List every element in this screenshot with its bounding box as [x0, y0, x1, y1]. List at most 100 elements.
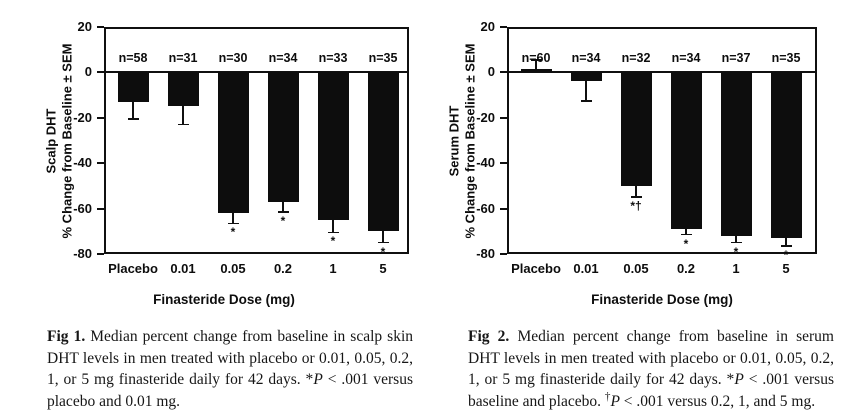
significance-marker: * [330, 234, 336, 249]
error-bar-cap [327, 231, 339, 234]
n-count-label: n=58 [118, 51, 148, 66]
x-category-label: 0.2 [676, 261, 696, 276]
bar [720, 72, 752, 236]
y-tick-label: -80 [73, 246, 92, 261]
error-bar-whisker [785, 238, 787, 247]
y-tick-label: -40 [73, 155, 92, 171]
caption-segment: P [734, 371, 744, 389]
n-count-label: n=31 [168, 51, 198, 66]
bar [570, 72, 602, 82]
y-tick-label: -60 [476, 200, 495, 216]
error-bar-whisker [585, 81, 587, 101]
plot-frame [104, 27, 409, 254]
error-bar-cap [580, 99, 592, 102]
y-tick-label: -20 [73, 109, 92, 125]
n-count-label: n=32 [621, 51, 651, 66]
x-category-label: 0.2 [273, 261, 293, 276]
error-bar-cap [730, 241, 742, 244]
caption-segment: † [604, 390, 611, 403]
y-tick-label: -40 [476, 155, 495, 171]
caption-segment: P [313, 371, 323, 389]
y-axis-title-line: % Change from Baseline ± SEM [59, 43, 74, 238]
bar [620, 72, 652, 186]
y-axis-tick [97, 71, 104, 74]
n-count-label: n=34 [268, 51, 298, 66]
x-category-label: 0.01 [170, 261, 196, 276]
x-axis-title: Finasteride Dose (mg) [153, 292, 295, 307]
n-count-label: n=35 [368, 51, 398, 66]
bar [317, 72, 349, 220]
error-bar-cap [127, 118, 139, 120]
fig1-caption: Fig 1. Median percent change from baseli… [47, 326, 413, 412]
n-count-label: n=34 [671, 51, 701, 66]
caption-segment: Fig 1. [47, 328, 86, 345]
n-count-label: n=35 [771, 51, 801, 66]
error-bar-whisker [282, 201, 284, 212]
y-axis-tick [500, 207, 507, 210]
bar [117, 72, 149, 102]
bar [520, 68, 552, 73]
x-category-label: Placebo [108, 261, 158, 276]
error-bar-whisker [232, 213, 234, 224]
y-tick-label: -20 [476, 109, 495, 125]
error-bar-whisker [132, 101, 134, 119]
caption-segment: < .001 versus placebo and 0.01 mg. [47, 371, 413, 410]
x-category-label: 0.05 [623, 261, 649, 276]
bar [167, 72, 199, 107]
error-bar-cap [377, 241, 389, 244]
y-axis-tick [97, 26, 104, 28]
error-bar-whisker [635, 185, 637, 198]
n-count-label: n=33 [318, 51, 348, 66]
caption-segment: Median percent change from baseline in s… [468, 328, 834, 389]
y-axis-tick [500, 71, 507, 74]
caption-segment: P [610, 392, 620, 410]
x-category-label: 5 [379, 261, 387, 276]
significance-marker: * [280, 214, 286, 228]
fig2-caption: Fig 2. Median percent change from baseli… [468, 326, 834, 412]
y-axis-title-line: Serum DHT [446, 105, 461, 176]
y-axis-title-line: % Change from Baseline ± SEM [462, 43, 477, 238]
y-axis-title: Scalp DHT% Change from Baseline ± SEM [43, 27, 77, 254]
error-bar-whisker [685, 229, 687, 235]
significance-marker: *† [630, 199, 642, 214]
bar [217, 72, 249, 214]
y-axis-tick [500, 116, 507, 119]
x-category-label: 0.05 [220, 261, 246, 276]
plot-frame [507, 27, 817, 254]
caption-segment: Median percent change from baseline in s… [47, 328, 414, 389]
y-axis-tick [97, 116, 104, 119]
significance-marker: * [230, 225, 236, 240]
significance-marker: * [783, 248, 789, 263]
y-tick-label: 0 [84, 64, 92, 80]
error-bar-whisker [382, 231, 384, 243]
significance-marker: * [733, 244, 739, 259]
n-count-label: n=37 [721, 51, 751, 66]
x-category-label: 1 [329, 261, 337, 276]
n-count-label: n=60 [521, 51, 551, 66]
x-axis-title: Finasteride Dose (mg) [591, 292, 733, 307]
x-category-label: 1 [732, 261, 740, 276]
error-bar-whisker [182, 106, 184, 125]
y-axis-title-line: Scalp DHT [43, 108, 58, 174]
n-count-label: n=30 [218, 51, 248, 66]
caption-segment: Fig 2. [468, 328, 510, 345]
x-category-label: 5 [782, 261, 790, 276]
y-axis-tick [97, 253, 104, 255]
zero-line [104, 71, 409, 74]
y-tick-label: 20 [77, 19, 92, 34]
y-axis-tick [500, 162, 507, 165]
bar [367, 72, 399, 232]
error-bar-cap [680, 233, 692, 236]
significance-marker: * [380, 244, 386, 259]
error-bar-cap [530, 59, 542, 61]
error-bar-cap [780, 245, 792, 247]
x-category-label: Placebo [511, 261, 561, 276]
y-tick-label: 0 [487, 64, 495, 80]
y-tick-label: -80 [476, 246, 495, 261]
scalp-dht-bar-chart: 20 0 -20 -40 -60 -80 n=58 Placebo n=31 0.01 n=30 * 0… [0, 0, 423, 322]
caption-segment: < .001 versus baseline and placebo. [468, 371, 834, 410]
error-bar-cap [277, 211, 289, 213]
y-axis-tick [500, 26, 507, 28]
y-axis-tick [97, 207, 104, 210]
